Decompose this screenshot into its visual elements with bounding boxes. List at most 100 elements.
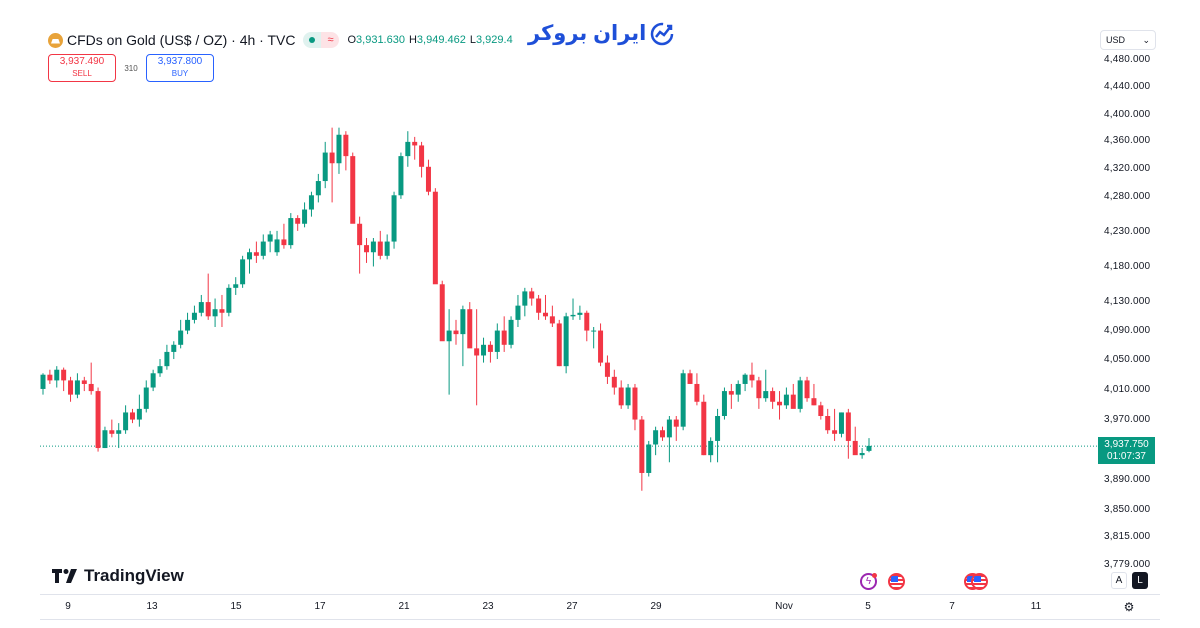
candle[interactable]	[646, 440, 652, 477]
candle[interactable]	[673, 416, 679, 441]
candle[interactable]	[584, 310, 590, 342]
candle[interactable]	[763, 369, 769, 402]
candle[interactable]	[171, 341, 177, 360]
candle[interactable]	[425, 159, 431, 196]
candle[interactable]	[756, 376, 762, 409]
candle[interactable]	[467, 302, 473, 349]
candle[interactable]	[164, 344, 170, 370]
candle[interactable]	[536, 294, 542, 320]
candle[interactable]	[267, 230, 273, 253]
candle[interactable]	[88, 362, 94, 395]
candle[interactable]	[74, 373, 80, 399]
candle[interactable]	[866, 438, 872, 453]
candle[interactable]	[522, 287, 528, 317]
candle[interactable]	[818, 401, 824, 420]
candle[interactable]	[832, 408, 838, 441]
candle[interactable]	[542, 294, 548, 320]
candle[interactable]	[598, 323, 604, 367]
time-axis[interactable]: 9 13 15 17 21 23 27 29 Nov 5 7 11	[40, 594, 1160, 620]
candle[interactable]	[770, 387, 776, 409]
candle[interactable]	[226, 284, 232, 317]
candle[interactable]	[315, 173, 321, 203]
candle[interactable]	[247, 248, 252, 274]
candle[interactable]	[494, 323, 500, 360]
candle[interactable]	[212, 298, 218, 327]
candle[interactable]	[460, 305, 466, 367]
candle[interactable]	[487, 341, 493, 363]
candle[interactable]	[350, 152, 356, 224]
candle[interactable]	[398, 152, 404, 199]
candle[interactable]	[859, 448, 865, 459]
candle[interactable]	[653, 426, 659, 456]
candle[interactable]	[481, 337, 487, 363]
buy-button[interactable]: 3,937.800 BUY	[146, 54, 214, 82]
candle[interactable]	[715, 408, 721, 463]
candle[interactable]	[577, 305, 583, 320]
candle[interactable]	[735, 380, 741, 402]
candle[interactable]	[694, 373, 700, 406]
candle[interactable]	[570, 298, 576, 320]
market-status-pill[interactable]: ≈	[303, 32, 340, 48]
candle[interactable]	[205, 273, 211, 320]
candle[interactable]	[123, 405, 129, 434]
candle[interactable]	[825, 408, 831, 434]
candle[interactable]	[604, 355, 610, 384]
candle[interactable]	[47, 369, 53, 384]
candle[interactable]	[783, 387, 789, 409]
us-flag-event-icon[interactable]	[888, 573, 905, 590]
candle[interactable]	[804, 376, 810, 402]
candle[interactable]	[288, 213, 294, 249]
candle[interactable]	[412, 136, 418, 160]
sell-button[interactable]: 3,937.490 SELL	[48, 54, 116, 82]
candle[interactable]	[838, 412, 844, 438]
candle[interactable]	[639, 416, 645, 491]
candle[interactable]	[357, 216, 363, 274]
candle[interactable]	[116, 423, 122, 449]
candle[interactable]	[343, 131, 349, 171]
symbol-title[interactable]: CFDs on Gold (US$ / OZ) · 4h · TVC	[67, 32, 296, 48]
settings-gear-icon[interactable]: ⚙	[1123, 600, 1135, 614]
candle[interactable]	[742, 373, 748, 392]
candle[interactable]	[253, 241, 259, 263]
candle[interactable]	[529, 287, 535, 306]
candle[interactable]	[474, 309, 480, 406]
candle[interactable]	[728, 383, 734, 409]
candle[interactable]	[687, 369, 693, 384]
candle[interactable]	[143, 380, 149, 413]
candle[interactable]	[508, 316, 514, 349]
candle[interactable]	[708, 437, 714, 463]
candle[interactable]	[666, 416, 672, 463]
candle[interactable]	[136, 394, 142, 427]
candle[interactable]	[274, 230, 280, 256]
candle[interactable]	[61, 367, 67, 392]
candle[interactable]	[749, 362, 755, 388]
auto-scale-button[interactable]: A	[1111, 572, 1127, 589]
candle[interactable]	[322, 141, 328, 189]
candle[interactable]	[219, 294, 225, 327]
candle[interactable]	[240, 255, 246, 288]
candle[interactable]	[191, 305, 197, 324]
candle[interactable]	[852, 426, 858, 456]
candle[interactable]	[95, 387, 101, 452]
candle[interactable]	[102, 426, 108, 449]
candle[interactable]	[405, 131, 411, 167]
candle[interactable]	[198, 294, 204, 317]
candle[interactable]	[419, 141, 425, 178]
candle[interactable]	[632, 383, 638, 431]
candle[interactable]	[563, 312, 569, 374]
currency-select[interactable]: USD ⌄	[1100, 30, 1156, 50]
candle[interactable]	[302, 202, 308, 228]
candle[interactable]	[336, 127, 342, 174]
candle[interactable]	[845, 408, 851, 459]
candle[interactable]	[233, 277, 239, 295]
us-flag-event-icon[interactable]	[971, 573, 988, 590]
candle[interactable]	[501, 316, 507, 352]
candle[interactable]	[618, 380, 624, 409]
candle[interactable]	[721, 387, 727, 420]
candle[interactable]	[777, 391, 783, 420]
candle[interactable]	[295, 215, 301, 231]
candle[interactable]	[660, 426, 665, 441]
tradingview-logo[interactable]: TradingView	[52, 566, 184, 586]
candle[interactable]	[157, 359, 163, 377]
